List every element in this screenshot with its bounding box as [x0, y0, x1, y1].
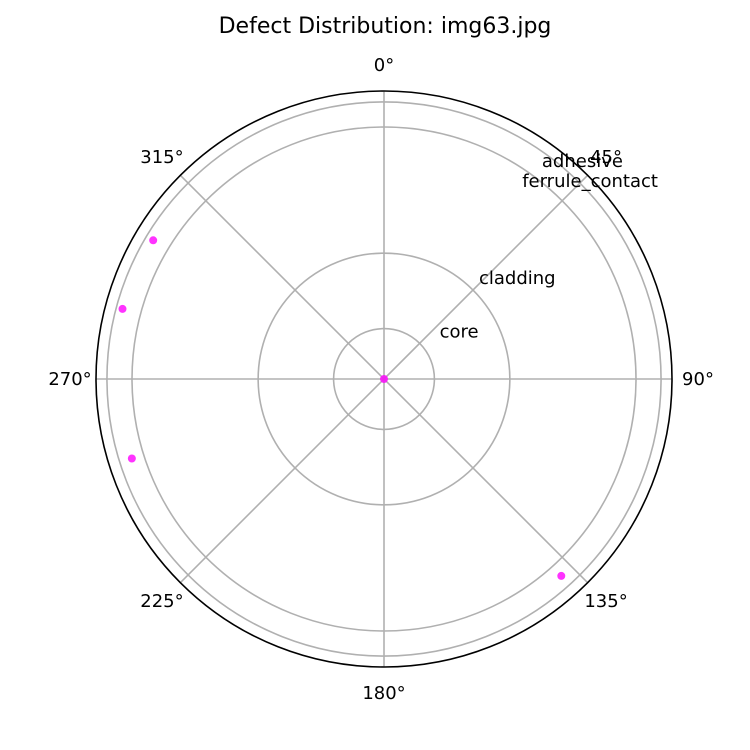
- defect-point: [557, 571, 566, 580]
- chart-title: Defect Distribution: img63.jpg: [219, 14, 552, 39]
- theta-tick-0: 0°: [374, 55, 394, 76]
- theta-tick-270: 270°: [48, 369, 91, 390]
- zone-label-adhesive: adhesive: [542, 151, 623, 172]
- polar-frame: [95, 90, 673, 668]
- radial-gridline-135: [383, 378, 589, 584]
- theta-tick-90: 90°: [682, 369, 714, 390]
- radial-gridline-225: [179, 378, 385, 584]
- radial-gridline-315: [179, 174, 385, 380]
- defect-point: [118, 304, 127, 313]
- defect-points: [118, 236, 566, 580]
- theta-tick-45: 45°: [590, 147, 622, 168]
- polar-grid: [96, 91, 672, 667]
- theta-tick-135: 135°: [584, 591, 627, 612]
- radial-gridline-45: [383, 174, 589, 380]
- zone-label-ferrule-contact: ferrule_contact: [522, 171, 658, 192]
- theta-tick-315: 315°: [140, 147, 183, 168]
- defect-point: [380, 375, 388, 383]
- theta-tick-labels: 0° 45° 90° 135° 180° 225° 270° 315°: [48, 55, 714, 704]
- theta-tick-180: 180°: [362, 683, 405, 704]
- theta-tick-225: 225°: [140, 591, 183, 612]
- zone-label-core: core: [440, 321, 479, 342]
- zone-label-cladding: cladding: [479, 268, 556, 289]
- defect-point: [149, 236, 158, 245]
- defect-point: [127, 454, 136, 463]
